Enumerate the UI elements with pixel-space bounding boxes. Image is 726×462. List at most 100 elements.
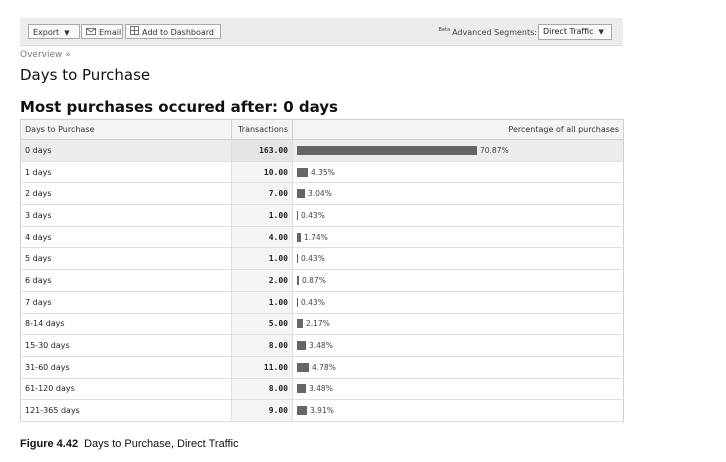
beta-badge: Beta — [438, 27, 451, 33]
figure-caption-text: Days to Purchase, Direct Traffic — [84, 438, 239, 450]
percentage-label: 0.43% — [301, 210, 325, 220]
figure-number: Figure 4.42 — [20, 438, 79, 450]
export-label: Export — [33, 28, 60, 37]
table-row: 15-30 days 8.00 3.48% — [20, 334, 624, 357]
days-cell: 7 days — [20, 291, 232, 314]
percentage-cell: 3.48% — [292, 378, 624, 401]
transactions-cell: 8.00 — [231, 334, 293, 357]
table-row: 121-365 days 9.00 3.91% — [20, 399, 624, 422]
percentage-label: 1.74% — [304, 232, 328, 242]
percentage-label: 2.17% — [306, 319, 330, 329]
dashboard-icon — [130, 25, 139, 40]
chevron-down-icon: ▼ — [598, 28, 604, 36]
days-cell: 0 days — [20, 139, 232, 162]
table-row: 61-120 days 8.00 3.48% — [20, 378, 624, 401]
percentage-cell: 0.43% — [292, 204, 624, 227]
percentage-cell: 0.43% — [292, 247, 624, 271]
transactions-cell: 5.00 — [231, 313, 293, 336]
percentage-cell: 4.78% — [292, 356, 624, 379]
percentage-label: 0.43% — [301, 297, 325, 307]
percentage-label: 3.48% — [309, 341, 333, 351]
transactions-cell: 7.00 — [231, 182, 293, 206]
add-to-dashboard-button[interactable]: Add to Dashboard — [125, 24, 221, 39]
table-row: 2 days 7.00 3.04% — [20, 182, 624, 206]
percentage-label: 3.48% — [309, 384, 333, 394]
percentage-bar — [297, 384, 306, 394]
table-row: 0 days 163.00 70.87% — [20, 139, 624, 162]
percentage-label: 4.78% — [312, 362, 336, 372]
percentage-bar — [297, 362, 309, 372]
transactions-cell: 8.00 — [231, 378, 293, 401]
percentage-bar — [297, 254, 298, 264]
table-header-row: Days to Purchase Transactions Percentage… — [20, 119, 624, 140]
breadcrumb[interactable]: Overview » — [20, 50, 71, 60]
percentage-cell: 2.17% — [292, 313, 624, 336]
percentage-bar — [297, 319, 303, 329]
percentage-cell: 1.74% — [292, 226, 624, 249]
days-cell: 3 days — [20, 204, 232, 227]
percentage-label: 4.35% — [311, 167, 335, 177]
transactions-cell: 10.00 — [231, 161, 293, 184]
days-cell: 8-14 days — [20, 313, 232, 336]
percentage-label: 0.43% — [301, 254, 325, 264]
percentage-cell: 0.87% — [292, 269, 624, 292]
days-cell: 61-120 days — [20, 378, 232, 401]
days-cell: 31-60 days — [20, 356, 232, 379]
transactions-cell: 1.00 — [231, 291, 293, 314]
segment-value: Direct Traffic — [543, 27, 594, 36]
transactions-cell: 1.00 — [231, 247, 293, 271]
email-button[interactable]: Email — [81, 24, 123, 39]
table-row: 31-60 days 11.00 4.78% — [20, 356, 624, 379]
days-to-purchase-table: Days to Purchase Transactions Percentage… — [20, 119, 624, 422]
days-cell: 121-365 days — [20, 399, 232, 422]
percentage-cell: 3.91% — [292, 399, 624, 422]
percentage-bar — [297, 406, 307, 416]
table-row: 5 days 1.00 0.43% — [20, 247, 624, 271]
percentage-cell: 3.48% — [292, 334, 624, 357]
transactions-cell: 2.00 — [231, 269, 293, 292]
table-row: 6 days 2.00 0.87% — [20, 269, 624, 292]
days-cell: 5 days — [20, 247, 232, 271]
percentage-label: 70.87% — [480, 145, 509, 155]
days-cell: 15-30 days — [20, 334, 232, 357]
table-row: 1 days 10.00 4.35% — [20, 161, 624, 184]
page-title: Days to Purchase — [20, 66, 151, 84]
column-header-transactions[interactable]: Transactions — [231, 119, 293, 140]
transactions-cell: 11.00 — [231, 356, 293, 379]
summary-heading: Most purchases occured after: 0 days — [20, 98, 338, 116]
percentage-bar — [297, 189, 305, 199]
transactions-cell: 4.00 — [231, 226, 293, 249]
export-button[interactable]: Export ▼ — [28, 24, 80, 39]
percentage-cell: 70.87% — [292, 139, 624, 162]
column-header-days[interactable]: Days to Purchase — [20, 119, 232, 140]
email-label: Email — [99, 28, 122, 37]
table-row: 8-14 days 5.00 2.17% — [20, 313, 624, 336]
envelope-icon — [86, 25, 96, 40]
column-header-percentage[interactable]: Percentage of all purchases — [292, 119, 624, 140]
figure-caption: Figure 4.42 Days to Purchase, Direct Traf… — [20, 438, 239, 450]
percentage-bar — [297, 275, 299, 285]
days-cell: 4 days — [20, 226, 232, 249]
segment-select[interactable]: Direct Traffic ▼ — [538, 24, 612, 40]
percentage-label: 0.87% — [302, 275, 326, 285]
days-cell: 2 days — [20, 182, 232, 206]
chevron-down-icon: ▼ — [64, 29, 70, 37]
segments-label-text: Advanced Segments: — [452, 28, 537, 37]
percentage-label: 3.91% — [310, 406, 334, 416]
advanced-segments-label: Beta Advanced Segments: — [439, 27, 537, 37]
days-cell: 1 days — [20, 161, 232, 184]
percentage-cell: 3.04% — [292, 182, 624, 206]
transactions-cell: 163.00 — [231, 139, 293, 162]
report-toolbar: Export ▼ Email Add to Dashboard Beta Advan… — [20, 18, 623, 46]
percentage-bar — [297, 210, 298, 220]
transactions-cell: 1.00 — [231, 204, 293, 227]
table-row: 7 days 1.00 0.43% — [20, 291, 624, 314]
percentage-label: 3.04% — [308, 189, 332, 199]
percentage-bar — [297, 341, 306, 351]
table-row: 4 days 4.00 1.74% — [20, 226, 624, 249]
transactions-cell: 9.00 — [231, 399, 293, 422]
percentage-cell: 0.43% — [292, 291, 624, 314]
percentage-bar — [297, 167, 308, 177]
percentage-bar — [297, 297, 298, 307]
table-row: 3 days 1.00 0.43% — [20, 204, 624, 227]
